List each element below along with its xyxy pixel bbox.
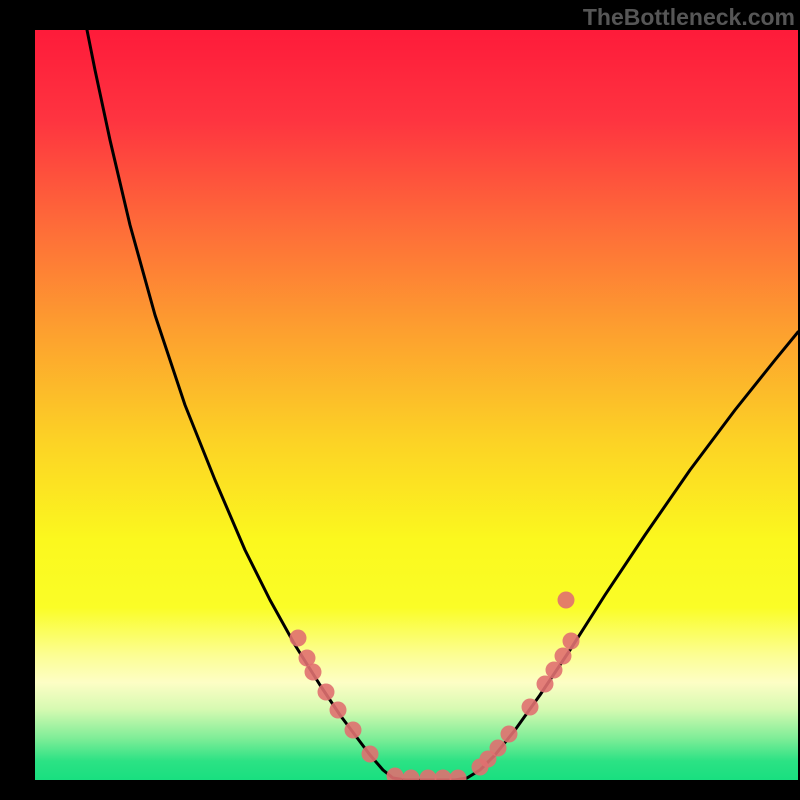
- markers-trough: [387, 768, 467, 781]
- curve-layer: [35, 30, 798, 780]
- data-marker: [345, 722, 362, 739]
- markers-left: [290, 630, 379, 763]
- data-marker: [555, 648, 572, 665]
- markers-right: [472, 633, 580, 776]
- data-marker: [537, 676, 554, 693]
- data-marker: [546, 662, 563, 679]
- watermark-text: TheBottleneck.com: [583, 4, 795, 31]
- data-marker: [450, 770, 467, 781]
- markers-outlier: [558, 592, 575, 609]
- data-marker: [362, 746, 379, 763]
- data-marker: [330, 702, 347, 719]
- data-marker: [305, 664, 322, 681]
- data-marker: [563, 633, 580, 650]
- data-marker: [522, 699, 539, 716]
- data-marker: [501, 726, 518, 743]
- data-marker: [420, 770, 437, 781]
- data-marker: [490, 740, 507, 757]
- plot-area: [35, 30, 798, 780]
- data-marker: [318, 684, 335, 701]
- data-marker: [435, 770, 452, 781]
- bottleneck-curve: [87, 30, 798, 780]
- data-marker: [558, 592, 575, 609]
- data-marker: [403, 770, 420, 781]
- data-marker: [387, 768, 404, 781]
- data-marker: [290, 630, 307, 647]
